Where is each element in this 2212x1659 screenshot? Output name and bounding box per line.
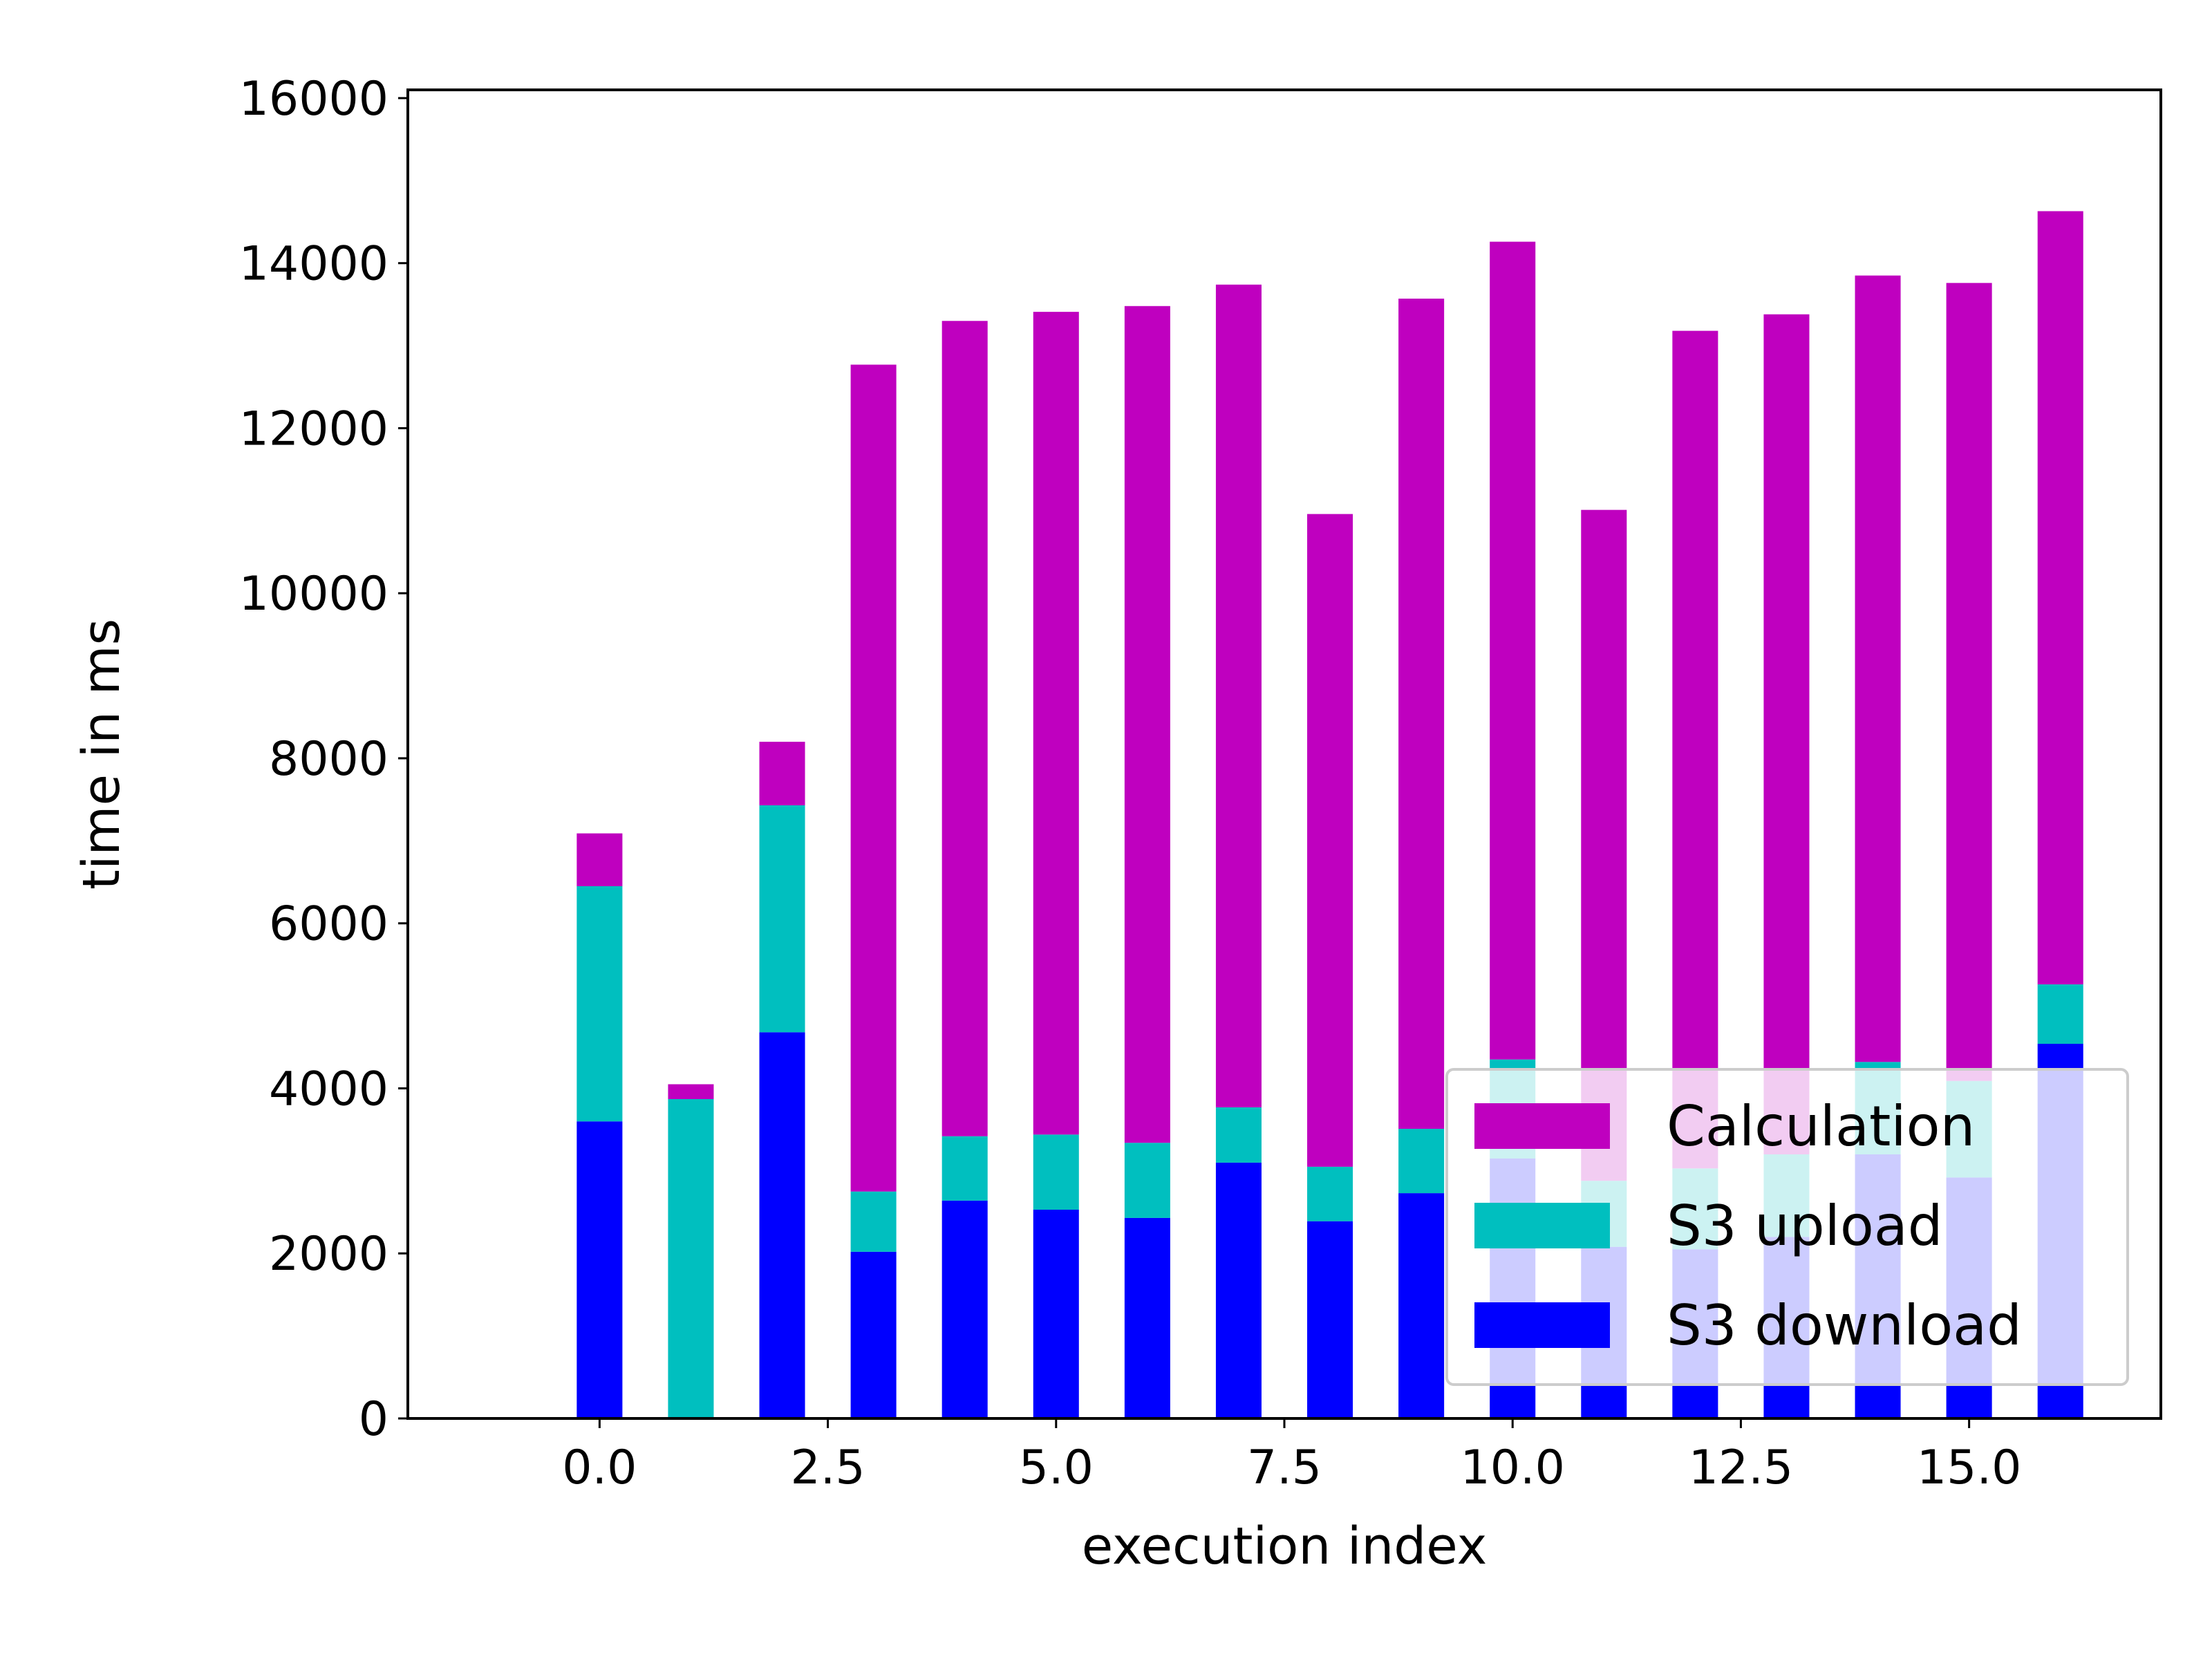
bar-calculation-13	[1763, 314, 1810, 1154]
bar-s3-download-7	[1215, 1162, 1262, 1418]
legend-swatch-s3-upload	[1474, 1203, 1610, 1248]
x-tick-label: 10.0	[1461, 1441, 1565, 1495]
bar-calculation-6	[1124, 306, 1170, 1143]
bar-calculation-4	[941, 321, 988, 1136]
bar-s3-upload-1	[668, 1099, 714, 1418]
bar-s3-download-4	[941, 1200, 988, 1418]
legend: Calculation S3 upload S3 download	[1445, 1068, 2129, 1386]
y-tick-label: 12000	[239, 402, 388, 456]
bar-calculation-0	[577, 833, 623, 887]
x-tick-label: 2.5	[791, 1441, 865, 1495]
bar-s3-download-5	[1033, 1209, 1079, 1418]
y-tick-label: 16000	[239, 72, 388, 126]
bar-calculation-5	[1033, 312, 1079, 1135]
bar-s3-download-3	[850, 1251, 897, 1418]
bar-calculation-2	[759, 742, 805, 806]
y-axis-ticks: 0 2000 4000 6000 8000 10000 12000 14000 16000	[239, 72, 408, 1447]
bar-calculation-7	[1215, 284, 1262, 1107]
bar-s3-upload-3	[850, 1191, 897, 1252]
legend-label-s3-download: S3 download	[1667, 1293, 2022, 1358]
x-tick-label: 7.5	[1247, 1441, 1322, 1495]
bar-calculation-1	[668, 1084, 714, 1100]
bar-s3-upload-4	[941, 1136, 988, 1201]
bar-s3-upload-16	[2037, 984, 2083, 1044]
bar-s3-upload-0	[577, 886, 623, 1122]
bar-s3-upload-8	[1307, 1166, 1353, 1221]
bar-s3-download-9	[1398, 1193, 1445, 1418]
bar-calculation-15	[1946, 283, 1992, 1081]
bar-calculation-16	[2037, 211, 2083, 985]
bar-s3-download-8	[1307, 1221, 1353, 1418]
bar-s3-upload-7	[1215, 1107, 1262, 1163]
y-tick-label: 8000	[269, 732, 388, 787]
bar-calculation-8	[1307, 514, 1353, 1167]
y-tick-label: 0	[359, 1392, 388, 1447]
bar-calculation-10	[1490, 241, 1536, 1060]
legend-swatch-calculation	[1474, 1103, 1610, 1149]
y-tick-label: 2000	[269, 1227, 388, 1282]
bar-s3-upload-5	[1033, 1134, 1079, 1210]
x-axis-ticks: 0.0 2.5 5.0 7.5 10.0 12.5 15.0	[562, 1418, 2021, 1495]
bar-s3-upload-9	[1398, 1128, 1445, 1194]
x-tick-label: 0.0	[562, 1441, 637, 1495]
x-tick-label: 15.0	[1917, 1441, 2021, 1495]
bar-calculation-3	[850, 364, 897, 1192]
bar-calculation-12	[1672, 330, 1718, 1169]
bar-calculation-14	[1855, 275, 1901, 1062]
bar-s3-download-2	[759, 1032, 805, 1418]
bar-s3-download-0	[577, 1121, 623, 1418]
bar-calculation-9	[1398, 299, 1445, 1129]
legend-label-calculation: Calculation	[1667, 1094, 1975, 1159]
y-tick-label: 14000	[239, 237, 388, 292]
bar-s3-upload-2	[759, 805, 805, 1033]
x-axis-label: execution index	[1082, 1517, 1488, 1576]
bar-s3-upload-6	[1124, 1143, 1170, 1218]
y-tick-label: 6000	[269, 897, 388, 952]
x-tick-label: 12.5	[1689, 1441, 1793, 1495]
y-tick-label: 4000	[269, 1062, 388, 1116]
y-axis-label: time in ms	[72, 619, 131, 890]
y-tick-label: 10000	[239, 567, 388, 621]
legend-swatch-s3-download	[1474, 1302, 1610, 1348]
legend-box	[1445, 1068, 2129, 1386]
x-tick-label: 5.0	[1019, 1441, 1094, 1495]
bar-s3-download-6	[1124, 1217, 1170, 1418]
legend-label-s3-upload: S3 upload	[1667, 1194, 1943, 1258]
